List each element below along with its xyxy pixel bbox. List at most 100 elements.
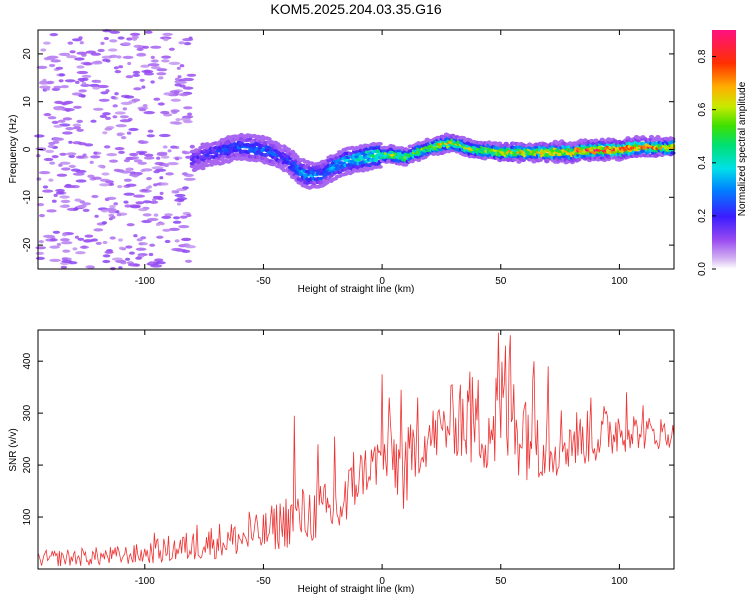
heatmap-cell — [118, 150, 125, 154]
heatmap-cell — [72, 172, 85, 176]
heatmap-cell — [121, 42, 131, 46]
heatmap-cell — [159, 176, 164, 180]
heatmap-cell — [187, 112, 193, 116]
heatmap-cell — [281, 168, 287, 173]
heatmap-cell — [82, 208, 90, 212]
heatmap-cell — [64, 108, 75, 112]
heatmap-cell — [51, 199, 57, 203]
heatmap-cell — [76, 65, 85, 69]
heatmap-cell — [141, 188, 149, 192]
heatmap-cell — [120, 261, 127, 265]
heatmap-cell — [62, 233, 68, 237]
heatmap-cell — [79, 78, 85, 83]
heatmap-cell — [90, 155, 101, 159]
heatmap-cell — [60, 238, 70, 242]
heatmap-cell — [168, 47, 175, 51]
heatmap-cell — [171, 190, 176, 194]
heatmap-cell — [76, 128, 84, 132]
heatmap-cell — [136, 47, 144, 52]
heatmap-cell — [142, 213, 152, 217]
heatmap-cell — [149, 243, 156, 247]
heatmap-cell — [108, 54, 119, 59]
heatmap-cell — [162, 228, 171, 232]
heatmap-cell — [93, 228, 104, 232]
heatmap-cell — [126, 223, 135, 227]
heatmap-cell — [79, 41, 84, 45]
heatmap-cell — [156, 235, 164, 239]
heatmap-cell — [82, 153, 87, 157]
heatmap-cell — [162, 32, 173, 37]
heatmap-cell — [137, 52, 146, 56]
heatmap-cell — [582, 138, 588, 143]
heatmap-cell — [94, 60, 102, 64]
spectrogram-x-ticks: -100 -50 0 50 100 — [135, 30, 628, 287]
heatmap-cell — [149, 200, 159, 204]
heatmap-cell — [46, 209, 57, 213]
snr-y-ticks: 100 200 300 400 — [22, 352, 674, 525]
heatmap-cell — [44, 56, 56, 61]
heatmap-cell — [123, 159, 130, 163]
heatmap-cell — [105, 59, 111, 63]
heatmap-cell — [114, 111, 126, 115]
heatmap-cell — [42, 185, 49, 189]
heatmap-cell — [55, 66, 64, 70]
heatmap-cell — [135, 201, 145, 205]
heatmap-cell — [144, 30, 153, 34]
heatmap-cell — [39, 214, 45, 218]
heatmap-cell — [178, 41, 185, 45]
heatmap-cell — [63, 184, 76, 189]
colorbar: 0.0 0.2 0.4 0.6 0.8 Normalized spectral ampl… — [697, 30, 748, 276]
heatmap-cell — [155, 222, 161, 226]
heatmap-cell — [119, 246, 124, 250]
heatmap-cell — [61, 167, 71, 171]
heatmap-cell — [84, 143, 94, 147]
heatmap-cell — [91, 238, 98, 242]
heatmap-cell — [153, 213, 159, 217]
heatmap-cell — [49, 258, 61, 262]
heatmap-cell — [186, 73, 197, 77]
heatmap-cell — [36, 65, 48, 69]
heatmap-cell — [132, 174, 139, 178]
heatmap-cell — [74, 235, 79, 239]
x-tick-label: -50 — [256, 576, 271, 587]
heatmap-cell — [181, 249, 191, 253]
heatmap-cell — [161, 59, 170, 63]
heatmap-cell — [138, 108, 147, 112]
heatmap-cell — [120, 136, 127, 140]
heatmap-cell — [153, 170, 160, 174]
heatmap-cell — [593, 138, 599, 143]
heatmap-cell — [182, 86, 194, 90]
heatmap-cell — [182, 77, 190, 81]
snr-y-label: SNR (v/v) — [8, 428, 19, 471]
heatmap-cell — [109, 182, 114, 186]
heatmap-cell — [150, 59, 159, 63]
spectrogram-y-ticks: -20 -10 0 10 20 — [22, 48, 674, 252]
heatmap-cell — [38, 240, 44, 244]
heatmap-cell — [160, 110, 170, 115]
heatmap-cell — [102, 131, 108, 135]
heatmap-cell — [183, 120, 193, 124]
heatmap-cell — [62, 249, 71, 253]
heatmap-cell — [165, 172, 174, 176]
heatmap-cell — [177, 75, 182, 79]
heatmap-cell — [90, 52, 102, 56]
heatmap-cell — [157, 151, 168, 155]
heatmap-cell — [99, 178, 110, 182]
heatmap-cell — [183, 42, 192, 46]
heatmap-cell — [109, 39, 118, 43]
heatmap-cell — [92, 176, 102, 180]
heatmap-cell — [186, 213, 192, 218]
heatmap-cell — [180, 117, 191, 121]
heatmap-cell — [156, 68, 168, 72]
heatmap-cell — [168, 61, 181, 65]
heatmap-cell — [157, 102, 165, 106]
heatmap-cell — [180, 237, 192, 242]
heatmap-cell — [103, 36, 109, 41]
x-tick-label: 100 — [611, 276, 628, 287]
heatmap-cell — [102, 259, 111, 264]
heatmap-cell — [89, 83, 100, 88]
heatmap-cell — [91, 194, 99, 199]
heatmap-cell — [78, 36, 83, 40]
